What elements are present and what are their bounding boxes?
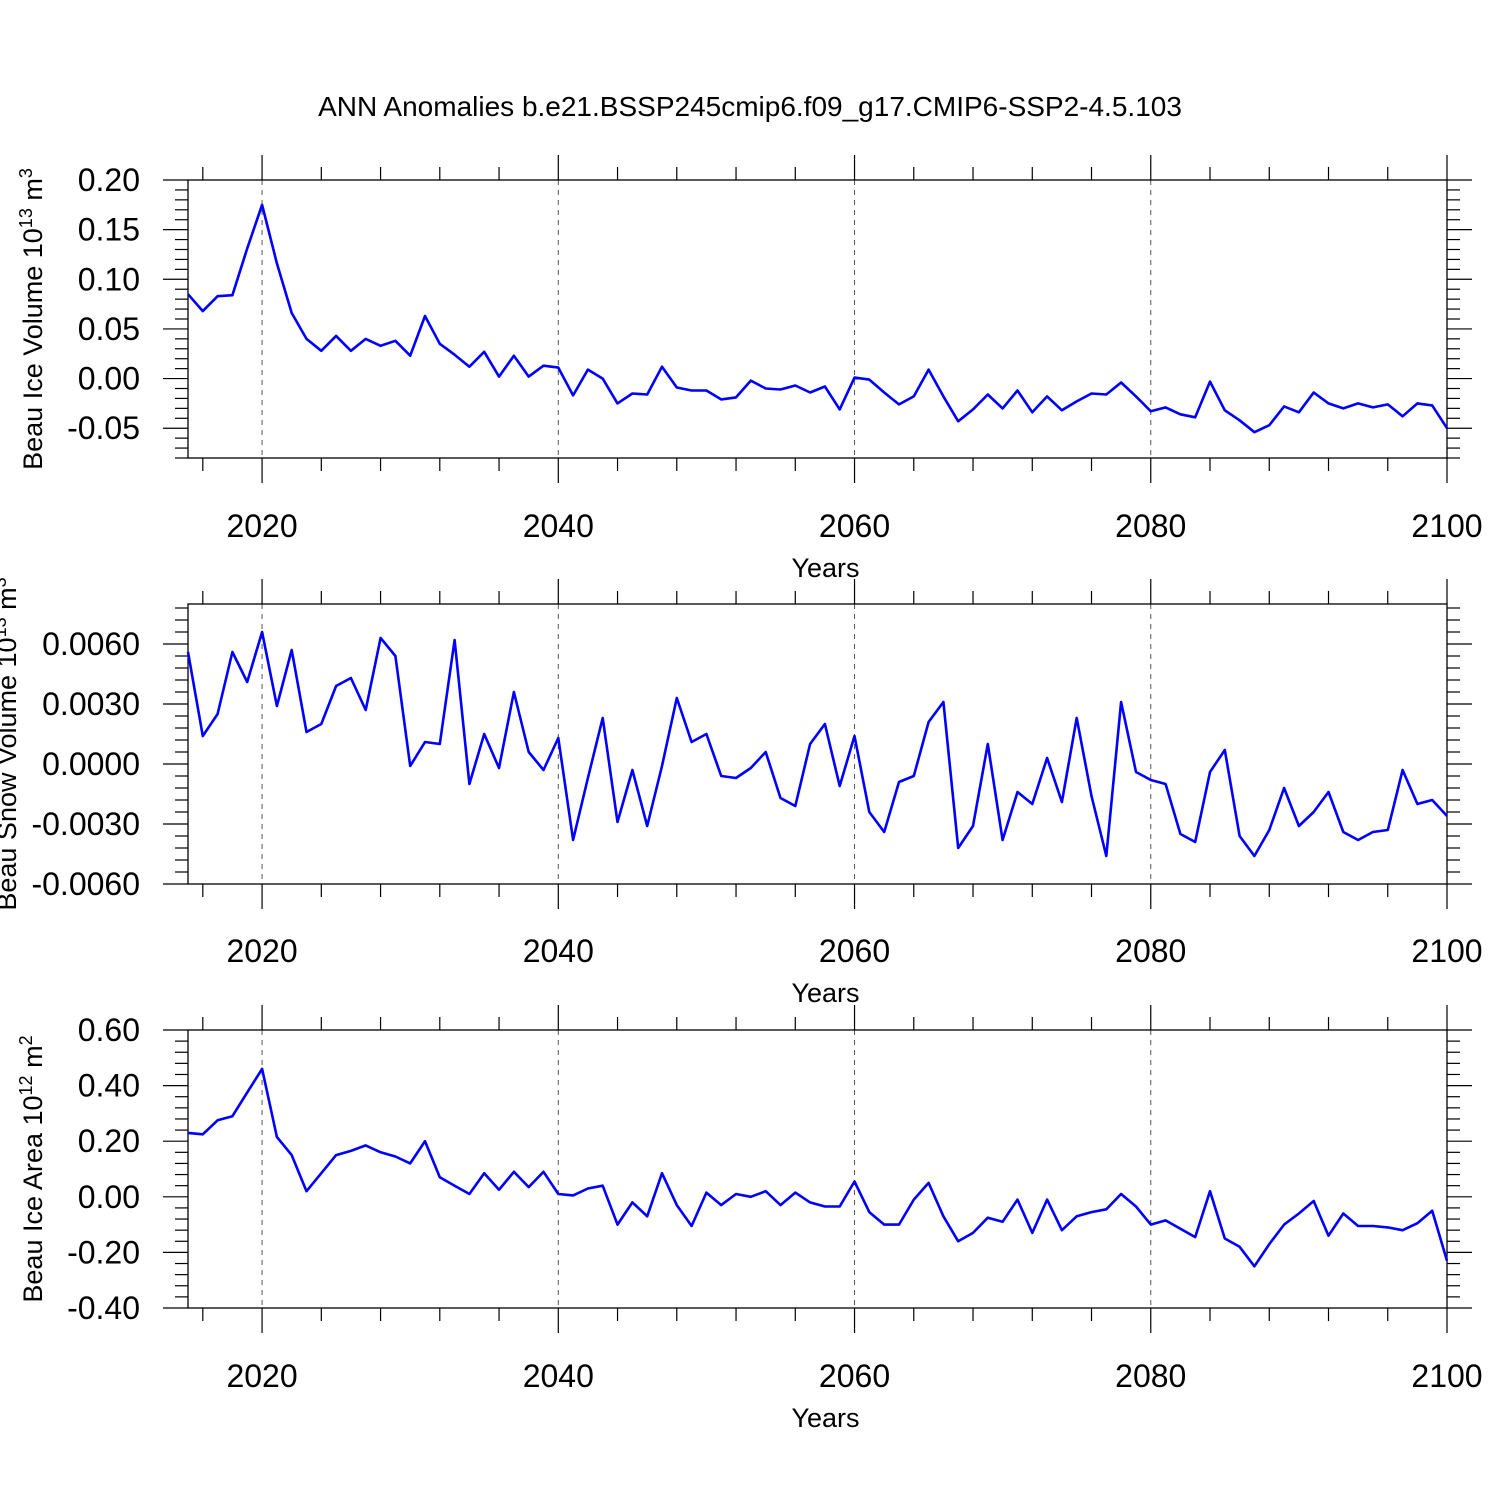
- y-axis-title: Beau Snow Volume 1013 m3: [0, 577, 22, 910]
- x-tick-label: 2060: [819, 1358, 890, 1394]
- chart-title: ANN Anomalies b.e21.BSSP245cmip6.f09_g17…: [318, 91, 1182, 122]
- y-tick-label: -0.05: [67, 410, 140, 446]
- series-line: [187, 1067, 1449, 1268]
- y-tick-label: 0.20: [78, 162, 140, 198]
- x-tick-label: 2100: [1411, 508, 1482, 544]
- x-tick-label: 2020: [226, 933, 297, 969]
- y-axis-title: Beau Ice Volume 1013 m3: [16, 168, 48, 470]
- x-tick-label: 2020: [226, 508, 297, 544]
- x-tick-label: 2100: [1411, 933, 1482, 969]
- x-tick-label: 2080: [1115, 508, 1186, 544]
- x-axis-title: Years: [791, 553, 859, 583]
- series-line: [187, 203, 1449, 434]
- plot-frame: [187, 179, 1448, 459]
- plot-frame: [187, 603, 1448, 885]
- x-tick-label: 2100: [1411, 1358, 1482, 1394]
- x-axis-title: Years: [791, 978, 859, 1008]
- y-tick-label: -0.40: [67, 1290, 140, 1326]
- y-tick-label: 0.0060: [42, 626, 140, 662]
- y-tick-label: -0.0060: [31, 866, 140, 902]
- series-line: [186, 630, 1448, 858]
- x-axis-title: Years: [791, 1403, 859, 1433]
- panel-2: 0.0060 0.0030 0.0000 -0.0030 -0.0060 2020 2040…: [0, 577, 1483, 1008]
- y-axis-title: Beau Ice Area 1012 m2: [16, 1035, 48, 1302]
- panel-3: 0.60 0.40 0.20 0.00 -0.20 -0.40 2020 2040 2060 20…: [16, 1005, 1483, 1433]
- x-tick-label: 2040: [523, 508, 594, 544]
- x-tick-label: 2020: [226, 1358, 297, 1394]
- y-tick-label: 0.60: [78, 1012, 140, 1048]
- plot-frame: [187, 1029, 1448, 1309]
- y-tick-label: 0.40: [78, 1068, 140, 1104]
- y-tick-label: 0.05: [78, 311, 140, 347]
- x-tick-label: 2080: [1115, 933, 1186, 969]
- x-tick-label: 2060: [819, 933, 890, 969]
- x-tick-label: 2040: [523, 933, 594, 969]
- y-tick-label: 0.0030: [42, 686, 140, 722]
- y-tick-label: -0.0030: [31, 806, 140, 842]
- y-tick-label: -0.20: [67, 1234, 140, 1270]
- x-tick-label: 2060: [819, 508, 890, 544]
- y-tick-label: 0.00: [78, 1179, 140, 1215]
- y-tick-label: 0.00: [78, 361, 140, 397]
- y-tick-label: 0.0000: [42, 746, 140, 782]
- y-tick-label: 0.20: [78, 1123, 140, 1159]
- panel-1: 0.20 0.15 0.10 0.05 0.00 -0.05 2020 2040 2060 208…: [16, 155, 1483, 583]
- x-tick-label: 2080: [1115, 1358, 1186, 1394]
- y-tick-label: 0.10: [78, 261, 140, 297]
- x-tick-label: 2040: [523, 1358, 594, 1394]
- y-tick-label: 0.15: [78, 212, 140, 248]
